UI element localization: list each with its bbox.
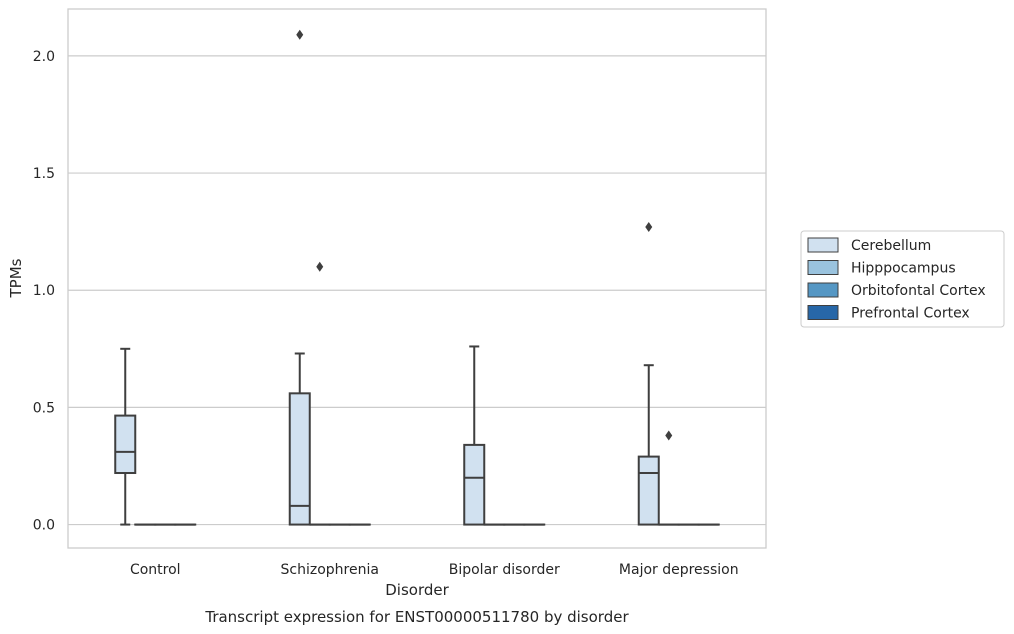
box [637, 221, 660, 526]
legend-swatch [807, 282, 839, 298]
legend-swatch [807, 260, 839, 275]
legend-label: Orbitofontal Cortex [851, 283, 986, 299]
legend-label: Prefrontal Cortex [851, 306, 970, 322]
box [288, 29, 311, 526]
y-axis-ticks: 0.0 0.5 1.0 1.5 2.0 [33, 49, 55, 534]
box-body [637, 455, 660, 526]
grid [68, 55, 766, 526]
x-tick-label: Schizophrenia [281, 562, 379, 578]
legend: Cerebellum Hipppocampus Orbitofontal Corte… [800, 230, 1005, 328]
box [657, 430, 680, 526]
box-series [114, 29, 720, 526]
outlier-point [296, 29, 304, 40]
y-tick-label: 1.5 [33, 166, 55, 182]
box [114, 347, 137, 526]
outlier-point [645, 221, 653, 232]
plot-frame [67, 8, 767, 549]
box [463, 345, 486, 526]
x-axis-ticks: Control Schizophrenia Bipolar disorder Majo… [130, 562, 739, 578]
box-body [288, 392, 311, 526]
x-axis-title: Disorder [385, 581, 449, 599]
box-body [114, 414, 137, 475]
y-tick-label: 1.0 [33, 283, 55, 299]
y-tick-label: 0.0 [33, 518, 55, 534]
legend-label: Cerebellum [851, 238, 931, 254]
y-tick-label: 2.0 [33, 49, 55, 65]
outlier-point [665, 430, 673, 441]
outlier-point [316, 261, 324, 272]
x-tick-label: Major depression [619, 562, 739, 578]
y-axis-title: TPMs [7, 258, 25, 298]
legend-frame [800, 230, 1005, 328]
legend-swatch [807, 305, 839, 320]
y-tick-label: 0.5 [33, 400, 55, 416]
x-tick-label: Bipolar disorder [449, 562, 560, 578]
x-tick-label: Control [130, 562, 181, 578]
box [308, 261, 331, 526]
legend-swatch [807, 237, 839, 253]
legend-items: Cerebellum Hipppocampus Orbitofontal Corte… [807, 237, 986, 322]
legend-label: Hipppocampus [851, 261, 956, 277]
chart-caption: Transcript expression for ENST0000051178… [204, 608, 629, 626]
box-body [463, 443, 486, 526]
